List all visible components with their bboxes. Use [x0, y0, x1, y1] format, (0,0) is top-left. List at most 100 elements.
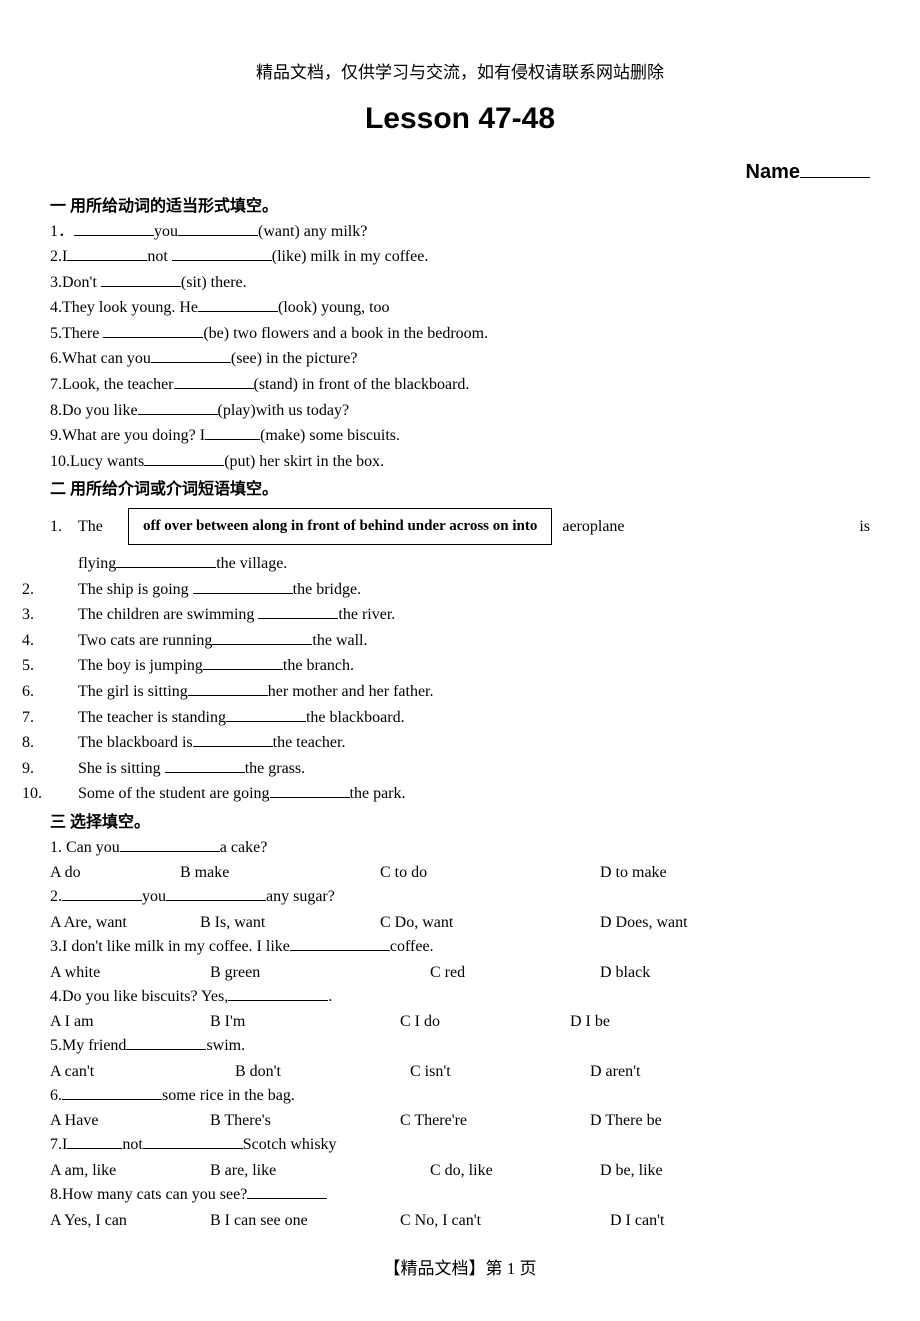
s3-options: A can'tB don'tC isn'tD aren't: [50, 1059, 870, 1083]
option: C to do: [380, 860, 427, 886]
option: A Are, want: [50, 910, 127, 936]
text: some rice in the bag.: [162, 1087, 295, 1104]
section2-title: 二 用所给介词或介词短语填空。: [50, 478, 870, 502]
s2-lead-left: The: [78, 515, 118, 539]
section2-lead-row: 1. The off over between along in front o…: [50, 504, 870, 549]
fill-blank[interactable]: [126, 1037, 206, 1050]
s3-options: A Yes, I canB I can see oneC No, I can't…: [50, 1208, 870, 1232]
text: 7.I: [50, 1136, 67, 1153]
fill-blank[interactable]: [166, 888, 266, 901]
text: (like) milk in my coffee.: [272, 248, 429, 265]
option: D I can't: [610, 1208, 664, 1234]
text: the bridge.: [293, 581, 361, 598]
fill-blank[interactable]: [151, 350, 231, 363]
fill-blank[interactable]: [144, 453, 224, 466]
option: A do: [50, 860, 81, 886]
fill-blank[interactable]: [228, 988, 328, 1001]
header-note: 精品文档，仅供学习与交流，如有侵权请联系网站删除: [50, 60, 870, 86]
num: 9.: [50, 756, 78, 782]
s2-lead-cont: flyingthe village.: [50, 551, 870, 577]
fill-blank[interactable]: [226, 709, 306, 722]
fill-blank[interactable]: [120, 839, 220, 852]
s3-question: 2.youany sugar?: [50, 884, 870, 910]
option: B are, like: [210, 1158, 276, 1184]
fill-blank[interactable]: [247, 1186, 327, 1199]
fill-blank[interactable]: [212, 632, 312, 645]
text: the blackboard.: [306, 709, 405, 726]
text: 10.Lucy wants: [50, 453, 144, 470]
option: C Do, want: [380, 910, 453, 936]
num: 8.: [50, 730, 78, 756]
text: 5.There: [50, 325, 103, 342]
num: 7.: [50, 705, 78, 731]
s3-options: A am, likeB are, likeC do, likeD be, lik…: [50, 1158, 870, 1182]
text: The blackboard is: [78, 734, 193, 751]
num: 6.: [50, 679, 78, 705]
text: 1．: [50, 223, 74, 240]
s3-question: 5.My friendswim.: [50, 1033, 870, 1059]
s2-item: 4.Two cats are runningthe wall.: [50, 628, 870, 654]
fill-blank[interactable]: [62, 888, 142, 901]
fill-blank[interactable]: [290, 938, 390, 951]
section1-title: 一 用所给动词的适当形式填空。: [50, 195, 870, 219]
s2-cont-post: the village.: [216, 555, 287, 572]
text: The teacher is standing: [78, 709, 226, 726]
fill-blank[interactable]: [258, 606, 338, 619]
option: A can't: [50, 1059, 94, 1085]
section3-title: 三 选择填空。: [50, 811, 870, 835]
text: (see) in the picture?: [231, 350, 358, 367]
name-blank[interactable]: [800, 163, 870, 178]
text: Some of the student are going: [78, 785, 270, 802]
fill-blank[interactable]: [74, 223, 154, 236]
section3-body: 1. Can youa cake?A doB makeC to doD to m…: [50, 835, 870, 1232]
text: a cake?: [220, 839, 268, 856]
option: B There's: [210, 1108, 271, 1134]
s3-options: A whiteB greenC redD black: [50, 960, 870, 984]
fill-blank[interactable]: [62, 1087, 162, 1100]
text: 2.: [50, 888, 62, 905]
text: 1. Can you: [50, 839, 120, 856]
option: B I can see one: [210, 1208, 308, 1234]
fill-blank[interactable]: [67, 1136, 122, 1149]
section2-body: 2.The ship is going the bridge.3.The chi…: [50, 577, 870, 807]
fill-blank[interactable]: [188, 683, 268, 696]
s3-question: 6.some rice in the bag.: [50, 1083, 870, 1109]
fill-blank[interactable]: [172, 248, 272, 261]
fill-blank[interactable]: [103, 325, 203, 338]
text: (sit) there.: [181, 274, 247, 291]
s3-question: 7.InotScotch whisky: [50, 1132, 870, 1158]
fill-blank[interactable]: [165, 760, 245, 773]
fill-blank[interactable]: [174, 376, 254, 389]
fill-blank[interactable]: [205, 427, 260, 440]
option: B I'm: [210, 1009, 245, 1035]
s1-item: 4.They look young. He(look) young, too: [50, 295, 870, 321]
fill-blank[interactable]: [178, 223, 258, 236]
text: The ship is going: [78, 581, 193, 598]
s1-item: 10.Lucy wants(put) her skirt in the box.: [50, 449, 870, 475]
text: (look) young, too: [278, 299, 390, 316]
fill-blank[interactable]: [67, 248, 147, 261]
s2-lead-right1: aeroplane: [562, 515, 624, 539]
s1-item: 2.Inot (like) milk in my coffee.: [50, 244, 870, 270]
text: 9.What are you doing? I: [50, 427, 205, 444]
fill-blank[interactable]: [193, 734, 273, 747]
fill-blank[interactable]: [138, 402, 218, 415]
s2-item: 7.The teacher is standing the blackboard.: [50, 705, 870, 731]
s2-item: 2.The ship is going the bridge.: [50, 577, 870, 603]
option: C There're: [400, 1108, 467, 1134]
fill-blank[interactable]: [193, 581, 293, 594]
fill-blank[interactable]: [101, 274, 181, 287]
text: the teacher.: [273, 734, 346, 751]
fill-blank[interactable]: [143, 1136, 243, 1149]
option: A am, like: [50, 1158, 116, 1184]
num: 10.: [50, 781, 78, 807]
text: 8.How many cats can you see?: [50, 1186, 247, 1203]
fill-blank[interactable]: [198, 299, 278, 312]
fill-blank[interactable]: [116, 555, 216, 568]
lesson-title: Lesson 47-48: [50, 96, 870, 141]
fill-blank[interactable]: [203, 657, 283, 670]
text: you: [154, 223, 178, 240]
text: (make) some biscuits.: [260, 427, 400, 444]
option: A I am: [50, 1009, 94, 1035]
fill-blank[interactable]: [270, 785, 350, 798]
